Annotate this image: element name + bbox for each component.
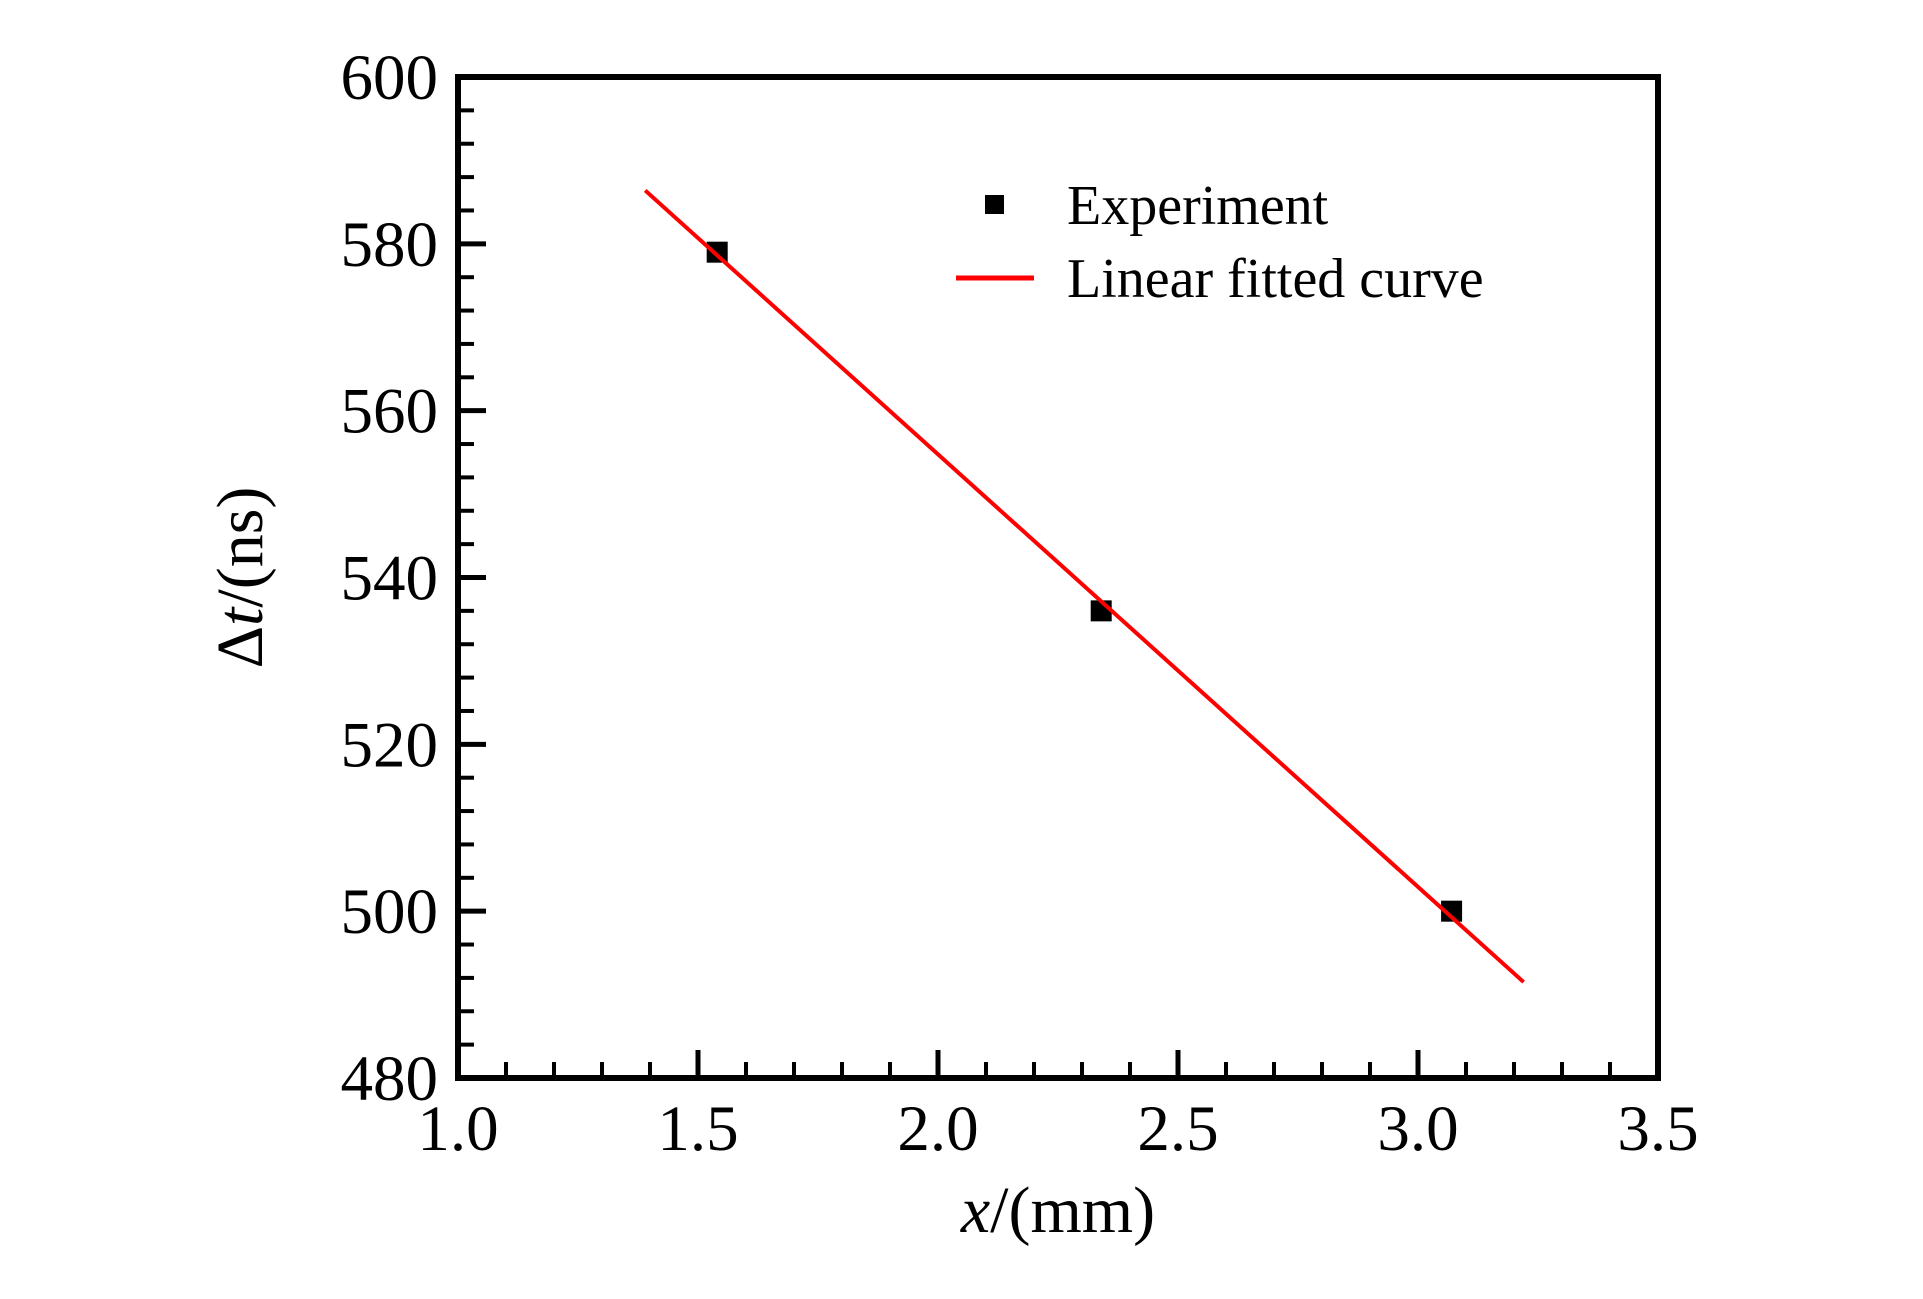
y-tick-label: 520 bbox=[341, 709, 439, 781]
x-tick-label: 1.5 bbox=[657, 1093, 738, 1165]
data-series bbox=[643, 188, 1525, 984]
y-tick-label: 560 bbox=[341, 376, 439, 448]
plot-frame bbox=[455, 74, 1661, 1081]
y-tick-label: 600 bbox=[341, 42, 439, 114]
y-tick-label: 480 bbox=[341, 1043, 439, 1115]
plot-border bbox=[455, 74, 1661, 1081]
axis-titles: x/(mm) Δt/(ns) bbox=[204, 487, 1155, 1247]
x-axis-title: x/(mm) bbox=[960, 1174, 1155, 1247]
x-tick-label: 3.5 bbox=[1617, 1093, 1698, 1165]
axis-ticks bbox=[455, 74, 1661, 1081]
legend-label-experiment: Experiment bbox=[1067, 175, 1329, 237]
legend-label-linear-fitted-curve: Linear fitted curve bbox=[1067, 248, 1484, 310]
axis-tick-labels: 1.0 1.5 2.0 2.5 3.0 3.5 480 500 520 540 560 580 600 bbox=[341, 42, 1699, 1165]
x-tick-label: 2.5 bbox=[1137, 1093, 1218, 1165]
x-tick-label: 3.0 bbox=[1377, 1093, 1458, 1165]
legend-marker-experiment-icon bbox=[985, 195, 1004, 214]
fitted-line bbox=[643, 188, 1525, 984]
data-point-square bbox=[1441, 900, 1463, 922]
x-tick-label: 1.0 bbox=[417, 1093, 498, 1165]
y-tick-label: 500 bbox=[341, 876, 439, 948]
legend: Experiment Linear fitted curve bbox=[956, 175, 1484, 310]
x-tick-label: 2.0 bbox=[897, 1093, 978, 1165]
y-axis-title: Δt/(ns) bbox=[204, 487, 277, 669]
y-tick-label: 540 bbox=[341, 543, 439, 615]
y-tick-label: 580 bbox=[341, 209, 439, 281]
